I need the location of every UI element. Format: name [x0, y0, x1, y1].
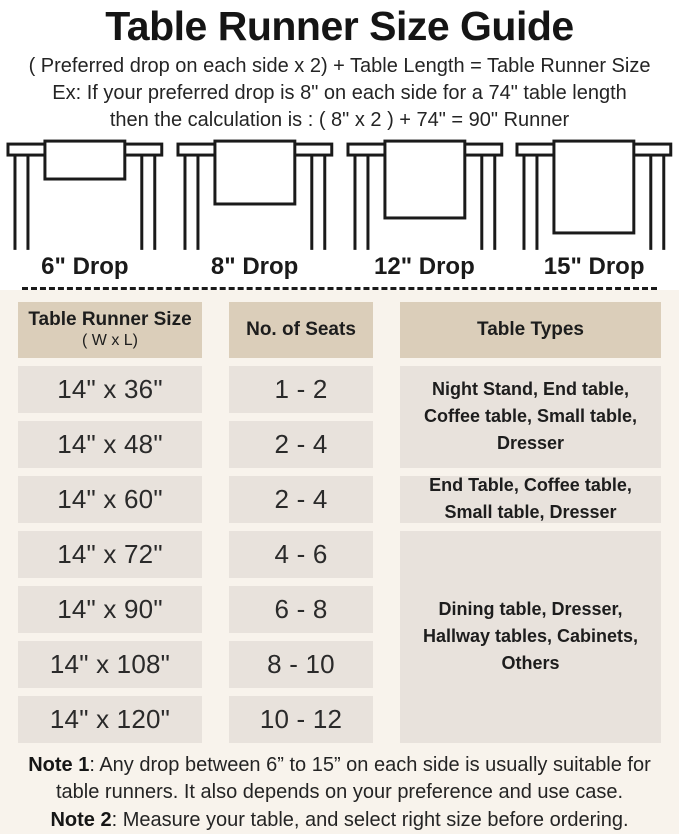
- note-1-text: : Any drop between 6” to 15” on each sid…: [55, 753, 651, 804]
- runner: [382, 139, 466, 220]
- header-seats: No. of Seats: [229, 301, 373, 358]
- size-cell-row1: 14" x 36": [18, 365, 202, 413]
- seats-cell-row4: 4 - 6: [229, 530, 373, 578]
- seats-value: 10 - 12: [259, 703, 343, 734]
- note-1: Note 1: Any drop between 6” to 15” on ea…: [6, 752, 673, 807]
- header-runner-size: Table Runner Size ( W x L): [18, 301, 202, 358]
- size-value: 14" x 48": [57, 428, 163, 459]
- seats-cell-row7: 10 - 12: [229, 695, 373, 743]
- size-cell-row6: 14" x 108": [18, 640, 202, 688]
- drop-label-12: 12" Drop: [374, 252, 475, 280]
- table-runner-diagram-8: [176, 139, 334, 250]
- seats-value: 1 - 2: [274, 373, 328, 404]
- drop-label-6: 6" Drop: [41, 252, 129, 280]
- size-value: 14" x 120": [49, 703, 171, 734]
- header-runner-size-line1: Table Runner Size: [28, 308, 192, 330]
- header-runner-size-line2: ( W x L): [82, 332, 138, 350]
- size-value: 14" x 90": [57, 593, 163, 624]
- dashed-divider: [22, 286, 657, 290]
- runner: [213, 139, 297, 206]
- size-value: 14" x 60": [57, 483, 163, 514]
- size-value: 14" x 36": [57, 373, 163, 404]
- table-types-cell-medium: End Table, Coffee table, Small table, Dr…: [400, 475, 661, 523]
- seats-value: 2 - 4: [274, 483, 328, 514]
- table-types-cell-large: Dining table, Dresser, Hallway tables, C…: [400, 530, 661, 743]
- seats-cell-row5: 6 - 8: [229, 585, 373, 633]
- table-runner-diagram-15: [515, 139, 673, 250]
- size-cell-row7: 14" x 120": [18, 695, 202, 743]
- seats-value: 2 - 4: [274, 428, 328, 459]
- seats-cell-row1: 1 - 2: [229, 365, 373, 413]
- size-value: 14" x 108": [49, 648, 171, 679]
- note-2-text: : Measure your table, and select right s…: [111, 808, 629, 831]
- table-types-cell-small: Night Stand, End table, Coffee table, Sm…: [400, 365, 661, 468]
- example-line-2: then the calculation is : ( 8" x 2 ) + 7…: [109, 108, 570, 131]
- seats-cell-row2: 2 - 4: [229, 420, 373, 468]
- table-runner-diagram-6: [6, 139, 164, 250]
- header-seats-label: No. of Seats: [246, 318, 356, 340]
- runner: [552, 139, 636, 235]
- drop-labels: 6" Drop 8" Drop 12" Drop 15" Drop: [0, 250, 679, 287]
- table-types-value: End Table, Coffee table, Small table, Dr…: [429, 475, 632, 523]
- size-cell-row5: 14" x 90": [18, 585, 202, 633]
- drop-tile-6: [0, 139, 170, 251]
- seats-value: 6 - 8: [274, 593, 328, 624]
- size-cell-row4: 14" x 72": [18, 530, 202, 578]
- notes: Note 1: Any drop between 6” to 15” on ea…: [0, 742, 679, 834]
- drop-tile-15: [509, 139, 679, 251]
- seats-value: 4 - 6: [274, 538, 328, 569]
- page-title: Table Runner Size Guide: [105, 3, 574, 49]
- seats-value: 8 - 10: [267, 648, 335, 679]
- drop-label-15: 15" Drop: [543, 252, 645, 280]
- runner: [43, 139, 127, 181]
- table-types-value: Dining table, Dresser, Hallway tables, C…: [422, 599, 639, 674]
- example-line-1: Ex: If your preferred drop is 8" on each…: [52, 81, 627, 104]
- note-2: Note 2: Measure your table, and select r…: [6, 807, 673, 834]
- seats-cell-row6: 8 - 10: [229, 640, 373, 688]
- size-value: 14" x 72": [57, 538, 163, 569]
- drop-tile-8: [170, 139, 340, 251]
- seats-cell-row3: 2 - 4: [229, 475, 373, 523]
- drop-tile-12: [340, 139, 510, 251]
- size-cell-row2: 14" x 48": [18, 420, 202, 468]
- table-runner-diagram-12: [345, 139, 503, 250]
- header-table-types: Table Types: [400, 301, 661, 358]
- header-table-types-label: Table Types: [477, 318, 584, 340]
- size-cell-row3: 14" x 60": [18, 475, 202, 523]
- note-1-label: Note 1: [28, 753, 90, 776]
- size-table-section: Table Runner Size ( W x L) No. of Seats …: [0, 289, 679, 743]
- drop-label-8: 8" Drop: [210, 252, 299, 280]
- drop-illustrations: [0, 138, 679, 251]
- formula-line: ( Preferred drop on each side x 2) + Tab…: [28, 54, 651, 77]
- table-types-value: Night Stand, End table, Coffee table, Sm…: [423, 379, 638, 454]
- note-2-label: Note 2: [50, 808, 112, 831]
- header: Table Runner Size Guide ( Preferred drop…: [0, 0, 679, 134]
- size-table: Table Runner Size ( W x L) No. of Seats …: [18, 301, 662, 743]
